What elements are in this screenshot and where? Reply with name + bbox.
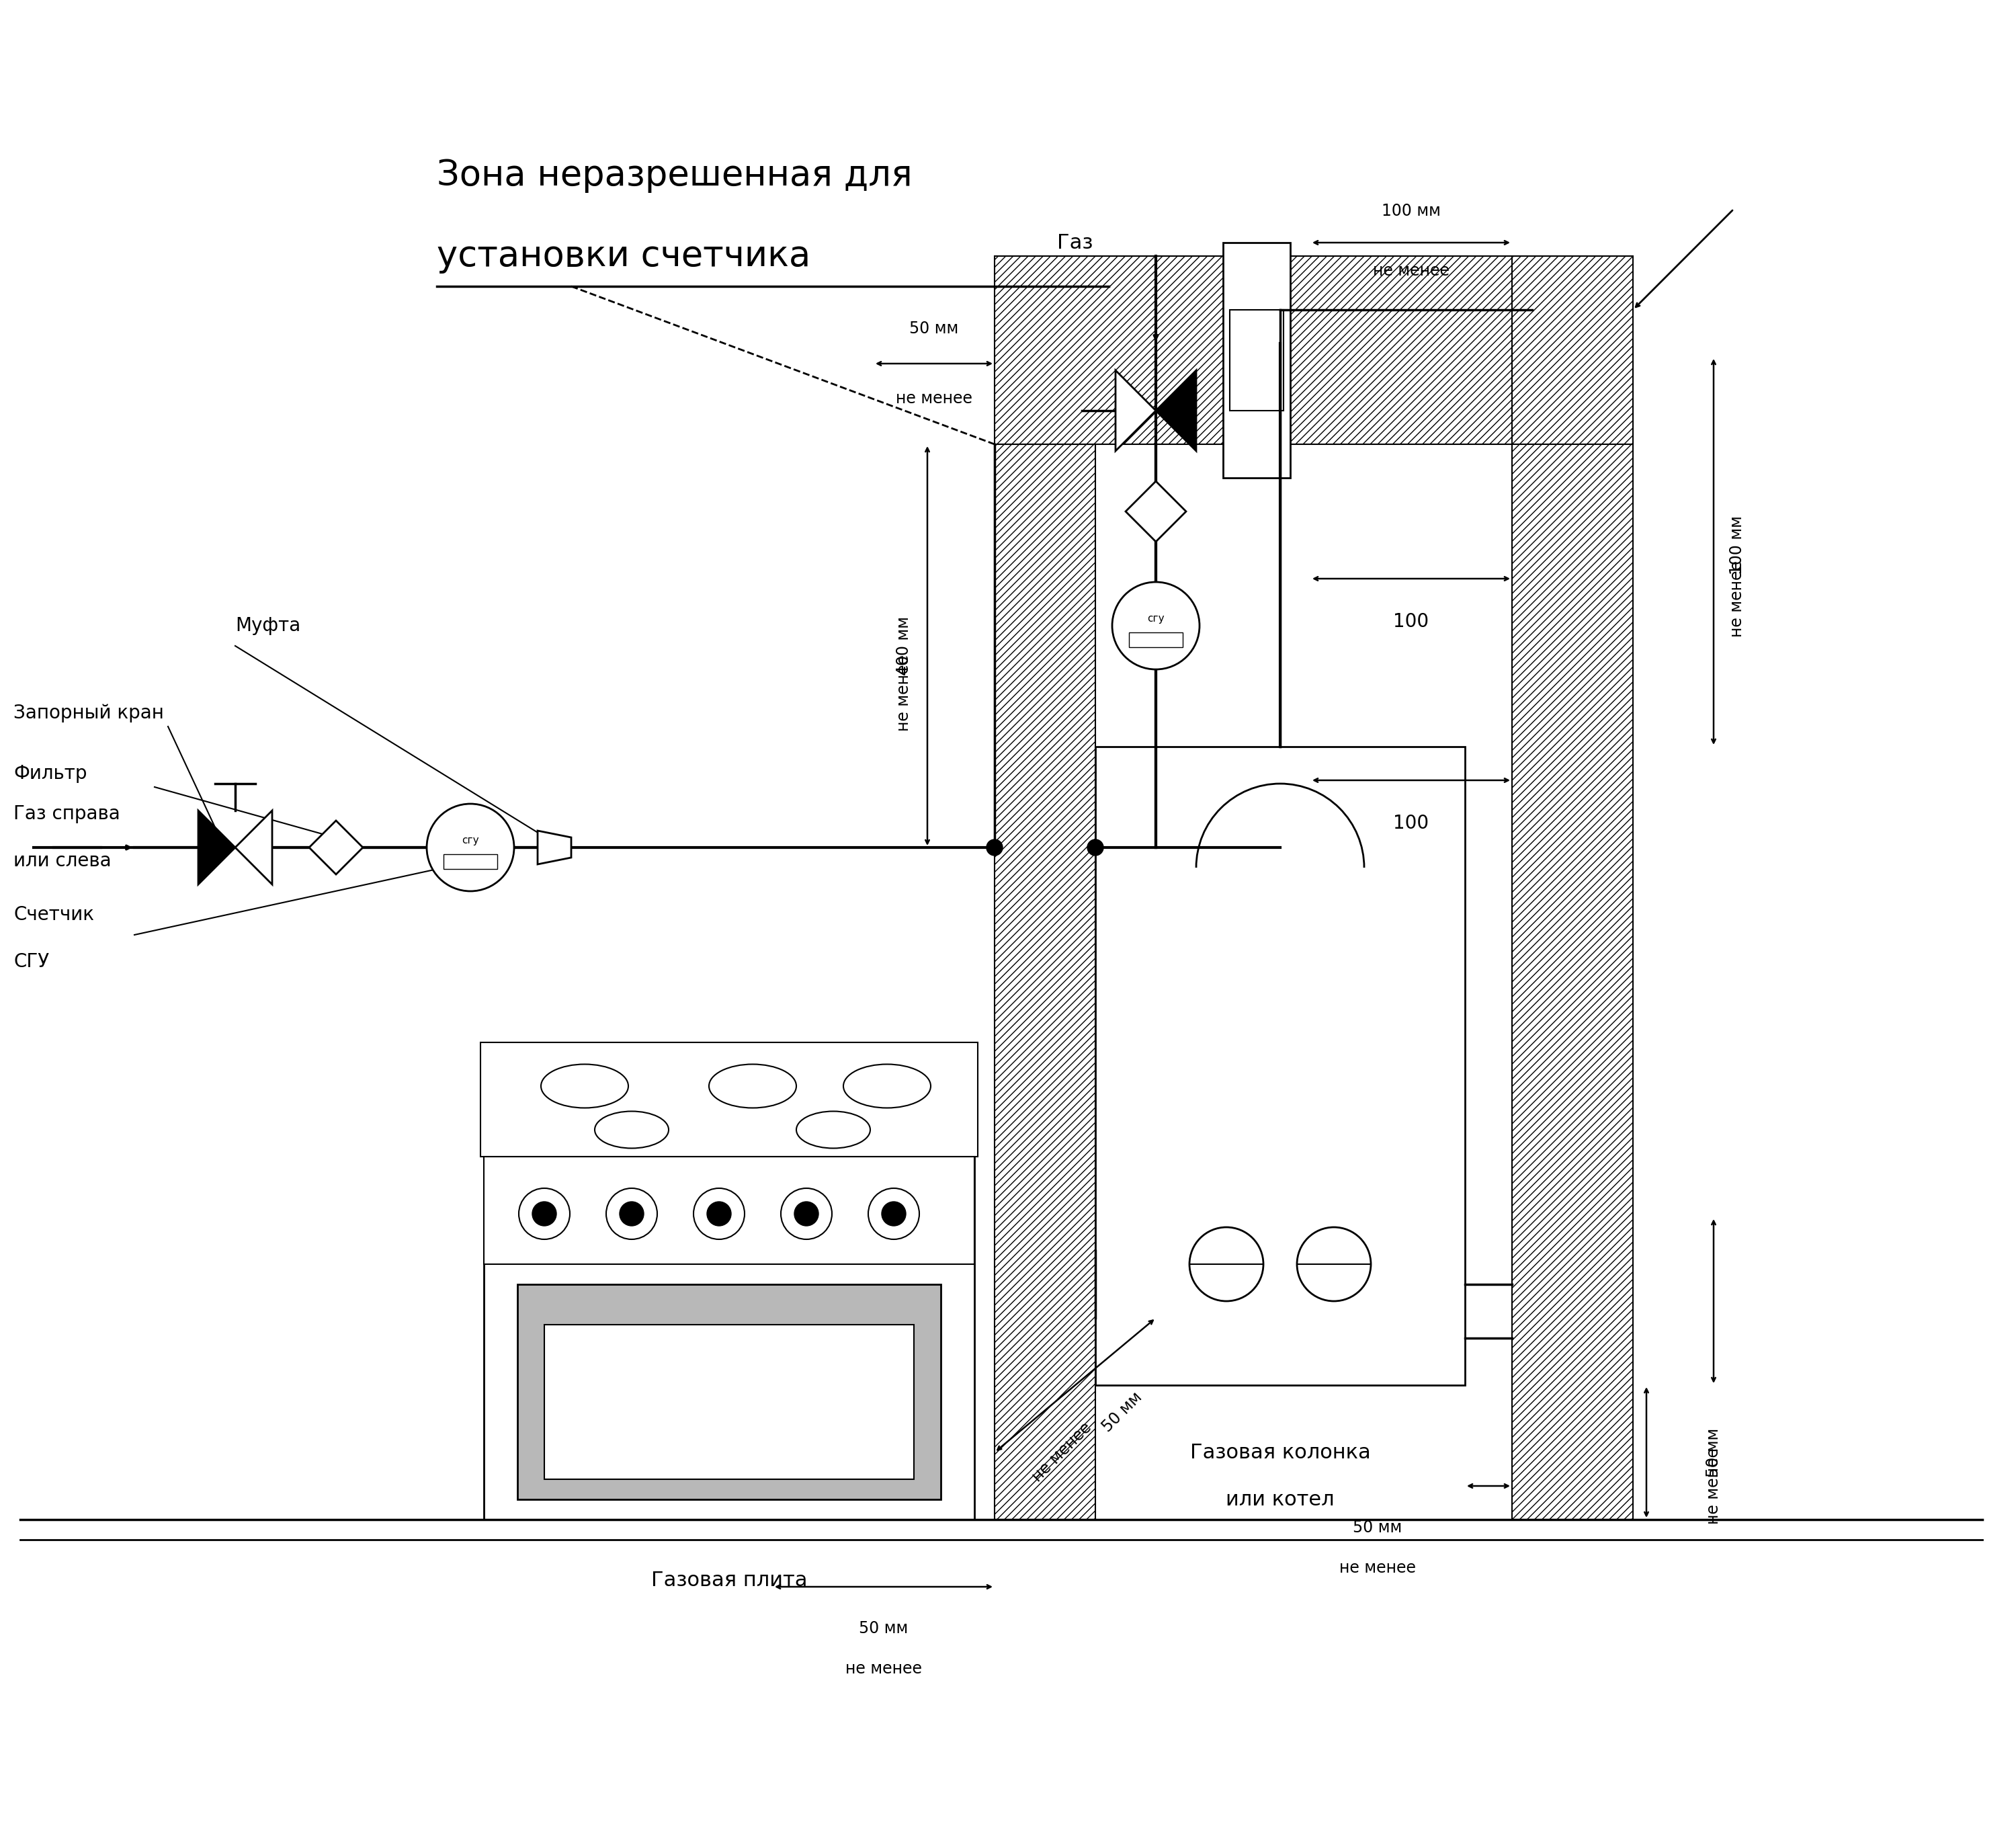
Bar: [518, 1285, 941, 1500]
Circle shape: [1113, 581, 1200, 669]
Bar: [444, 855, 498, 869]
Circle shape: [708, 1203, 732, 1226]
Text: СГУ: СГУ: [14, 953, 48, 971]
Bar: [484, 1049, 974, 1520]
Text: 100 мм: 100 мм: [1381, 202, 1441, 219]
Text: 50 мм: 50 мм: [909, 321, 960, 337]
Circle shape: [986, 840, 1002, 856]
Text: 100 мм: 100 мм: [1730, 516, 1746, 574]
Bar: [1512, 343, 1633, 1520]
Circle shape: [518, 1188, 571, 1239]
Circle shape: [869, 1188, 919, 1239]
Text: не менее: не менее: [1706, 1448, 1722, 1525]
Circle shape: [532, 1203, 556, 1226]
Circle shape: [427, 804, 514, 891]
Text: Муфта: Муфта: [236, 616, 300, 636]
Text: 50 мм: 50 мм: [1353, 1520, 1403, 1536]
Circle shape: [694, 1188, 744, 1239]
Text: 50 мм: 50 мм: [859, 1620, 909, 1636]
Bar: [1224, 242, 1290, 477]
Text: не менее: не менее: [1339, 1560, 1415, 1576]
Text: Газовая колонка: Газовая колонка: [1189, 1443, 1371, 1461]
Bar: [994, 445, 1095, 1520]
Circle shape: [1087, 840, 1103, 856]
Circle shape: [619, 1203, 643, 1226]
Text: Фильтр: Фильтр: [14, 763, 87, 783]
Circle shape: [1189, 1228, 1264, 1301]
Text: Газовая плита: Газовая плита: [651, 1571, 806, 1591]
Ellipse shape: [540, 1064, 629, 1108]
Bar: [1512, 257, 1633, 445]
Text: установки счетчика: установки счетчика: [437, 239, 810, 273]
Text: не менее: не менее: [1028, 1419, 1095, 1485]
Bar: [480, 1042, 978, 1157]
Bar: [994, 257, 1512, 445]
Polygon shape: [198, 811, 236, 884]
Polygon shape: [308, 820, 363, 875]
Text: Газ: Газ: [1056, 233, 1093, 253]
Text: или котел: или котел: [1226, 1490, 1335, 1509]
Text: Газ справа: Газ справа: [14, 805, 121, 824]
Ellipse shape: [595, 1111, 669, 1148]
Circle shape: [780, 1188, 833, 1239]
Bar: [544, 1325, 913, 1479]
Text: не менее: не менее: [1373, 262, 1450, 279]
Text: не менее: не менее: [895, 654, 911, 731]
Text: не менее: не менее: [895, 390, 972, 406]
Ellipse shape: [710, 1064, 796, 1108]
Bar: [484, 1157, 974, 1264]
Text: или слева: или слева: [14, 851, 111, 871]
Polygon shape: [198, 811, 272, 884]
Bar: [1230, 310, 1284, 410]
Text: не менее: не менее: [845, 1660, 921, 1676]
Text: Запорный кран: Запорный кран: [14, 703, 163, 723]
Text: не менее: не менее: [1730, 561, 1746, 638]
Text: 100: 100: [1393, 814, 1429, 833]
Text: сгу: сгу: [1147, 614, 1165, 623]
Text: 400 мм: 400 мм: [895, 616, 911, 676]
Polygon shape: [1115, 370, 1195, 452]
Text: Зона неразрешенная для: Зона неразрешенная для: [437, 159, 913, 193]
Text: сгу: сгу: [462, 836, 480, 845]
Circle shape: [881, 1203, 905, 1226]
Text: Счетчик: Счетчик: [14, 906, 95, 924]
Bar: [1129, 632, 1183, 647]
Polygon shape: [1125, 481, 1185, 541]
Circle shape: [1296, 1228, 1371, 1301]
Bar: [1095, 747, 1466, 1385]
Polygon shape: [1155, 370, 1195, 452]
Text: 50 мм: 50 мм: [1099, 1388, 1145, 1436]
Text: 50 мм: 50 мм: [1706, 1428, 1722, 1478]
Ellipse shape: [843, 1064, 931, 1108]
Text: 100: 100: [1393, 612, 1429, 630]
Circle shape: [607, 1188, 657, 1239]
Polygon shape: [538, 831, 571, 864]
Ellipse shape: [796, 1111, 871, 1148]
Circle shape: [794, 1203, 818, 1226]
